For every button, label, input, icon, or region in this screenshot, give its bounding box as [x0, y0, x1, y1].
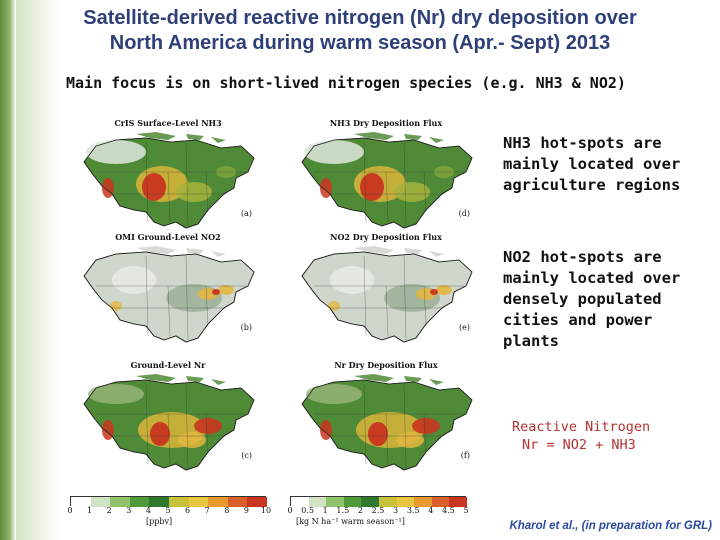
no2-note-line-2: mainly located over	[503, 269, 681, 287]
nh3-hotspot-note: NH3 hot-spots are mainly located over ag…	[503, 133, 680, 196]
colorbar-segment	[396, 497, 415, 507]
nh3-note-line-1: NH3 hot-spots are	[503, 134, 662, 152]
colorbar-segment	[431, 497, 450, 507]
citation: Kharol et al., (in preparation for GRL)	[509, 520, 712, 532]
map-panel-3: OMI Ground-Level NO2 (b)	[70, 232, 266, 344]
reactive-nitrogen-formula: Nr = NO2 + NH3	[522, 437, 636, 453]
colorbar-segment	[414, 497, 433, 507]
colorbar-tick-label: 4	[145, 506, 151, 515]
title-line-1: Satellite-derived reactive nitrogen (Nr)…	[83, 7, 637, 29]
nh3-note-line-3: agriculture regions	[503, 176, 681, 194]
colorbar-tick-label: 0	[287, 506, 293, 515]
colorbar-tick-label: 1.5	[336, 506, 350, 515]
map-panel-title: Nr Dry Deposition Flux	[334, 360, 438, 370]
colorbar-tick-label: 3.5	[406, 506, 420, 515]
map-image	[70, 370, 266, 472]
colorbar-ppbv-ticks: 0 1 2 3 4 5 6 7 8 9 10	[67, 506, 271, 518]
map-panel-title: NH3 Dry Deposition Flux	[329, 118, 443, 128]
colorbar-segment	[308, 497, 327, 507]
map-image	[288, 128, 484, 230]
map-panel-4: NO2 Dry Deposition Flux (e)	[288, 232, 484, 344]
colorbar-tick-label: 3	[126, 506, 132, 515]
colorbar-ppbv	[70, 496, 268, 507]
colorbar-tick-label: 5	[165, 506, 171, 515]
colorbar-flux-unit: [kg N ha⁻¹ warm season⁻¹]	[296, 517, 405, 526]
colorbar-segment	[343, 497, 362, 507]
no2-note-line-3: densely populated	[503, 290, 662, 308]
map-image	[70, 242, 266, 344]
colorbar-tick-label: 2	[357, 506, 363, 515]
title-line-2: North America during warm season (Apr.- …	[109, 32, 611, 54]
colorbar-segment	[169, 497, 190, 507]
colorbar-segment	[188, 497, 209, 507]
reactive-nitrogen-heading: Reactive Nitrogen	[512, 419, 651, 435]
map-panel-letter: (c)	[241, 451, 252, 460]
map-panel-2: NH3 Dry Deposition Flux (d)	[288, 118, 484, 230]
colorbar-segment	[110, 497, 131, 507]
colorbar-tick-label: 1	[322, 506, 328, 515]
no2-note-line-5: plants	[503, 332, 559, 350]
colorbar-segment	[326, 497, 345, 507]
map-panel-letter: (d)	[458, 209, 470, 218]
colorbar-tick-label: 5	[463, 506, 469, 515]
left-decor-band	[0, 0, 16, 540]
colorbar-tick-label: 6	[185, 506, 191, 515]
map-panel-5: Ground-Level Nr (c)	[70, 360, 266, 472]
map-panel-letter: (a)	[240, 209, 252, 218]
colorbar-tick-label: 4	[428, 506, 434, 515]
map-panel-title: NO2 Dry Deposition Flux	[330, 232, 442, 242]
colorbar-segment	[361, 497, 380, 507]
colorbar-ppbv-unit: [ppbv]	[146, 517, 173, 526]
map-panel-title: Ground-Level Nr	[130, 360, 206, 370]
colorbar-segment	[449, 497, 468, 507]
no2-hotspot-note: NO2 hot-spots are mainly located over de…	[503, 247, 680, 352]
reactive-nitrogen-box: Reactive Nitrogen Nr = NO2 + NH3	[512, 418, 650, 454]
no2-note-line-1: NO2 hot-spots are	[503, 248, 662, 266]
map-panel-1: CrIS Surface-Level NH3 (a)	[70, 118, 266, 230]
slide-subtitle: Main focus is on short-lived nitrogen sp…	[66, 74, 626, 92]
colorbar-segment	[379, 497, 398, 507]
colorbar-segment	[71, 497, 92, 507]
colorbar-tick-label: 0	[67, 506, 73, 515]
colorbar-tick-label: 9	[243, 506, 249, 515]
colorbar-segment	[90, 497, 111, 507]
colorbar-tick-label: 7	[204, 506, 210, 515]
colorbar-flux	[290, 496, 468, 507]
colorbar-tick-label: 4.5	[442, 506, 455, 515]
no2-note-line-4: cities and power	[503, 311, 653, 329]
colorbar-tick-label: 1	[87, 506, 93, 515]
colorbar-segment	[291, 497, 310, 507]
map-image	[288, 242, 484, 344]
colorbar-tick-label: 8	[224, 506, 230, 515]
colorbar-tick-label: 0.5	[301, 506, 314, 515]
map-panel-letter: (f)	[460, 451, 470, 460]
nh3-note-line-2: mainly located over	[503, 155, 681, 173]
colorbar-tick-label: 2.5	[371, 506, 385, 515]
colorbar-segment	[129, 497, 150, 507]
colorbar-flux-ticks: 0 0.5 1 1.5 2 2.5 3 3.5 4 4.5 5	[287, 506, 469, 518]
colorbar-segment	[247, 497, 268, 507]
map-image	[288, 370, 484, 472]
colorbar-tick-label: 10	[260, 506, 272, 515]
map-panel-title: OMI Ground-Level NO2	[115, 232, 221, 242]
colorbar-segment	[227, 497, 248, 507]
slide-title: Satellite-derived reactive nitrogen (Nr)…	[0, 6, 720, 56]
colorbar-segment	[149, 497, 170, 507]
map-panel-letter: (b)	[240, 323, 252, 332]
map-image	[70, 128, 266, 230]
colorbar-tick-label: 2	[106, 506, 112, 515]
colorbar-tick-label: 3	[393, 506, 399, 515]
map-panel-title: CrIS Surface-Level NH3	[114, 118, 222, 128]
colorbar-segment	[208, 497, 229, 507]
map-panel-6: Nr Dry Deposition Flux (f)	[288, 360, 484, 472]
map-panel-letter: (e)	[459, 323, 470, 332]
